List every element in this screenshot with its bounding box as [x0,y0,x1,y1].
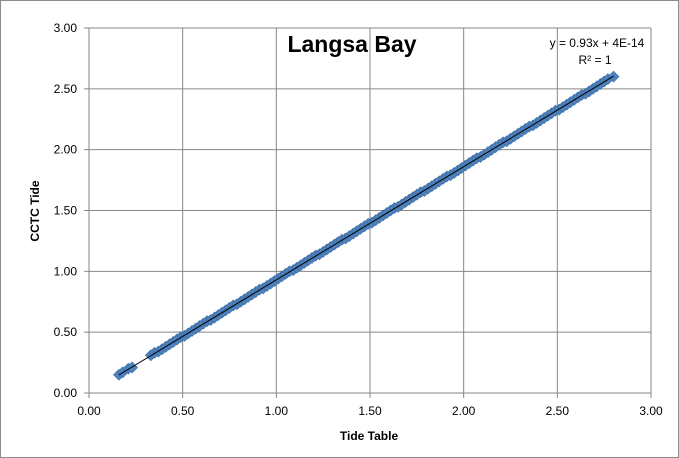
y-tick-label: 1.00 [54,264,78,278]
y-tick-label: 0.50 [54,325,78,339]
x-tick-label: 0.50 [171,404,195,418]
x-tick-label: 0.00 [77,404,101,418]
x-tick-label: 2.50 [546,404,570,418]
trendline-equation: y = 0.93x + 4E-14 [550,36,645,50]
trendline-r2: R² = 1 [578,53,611,67]
trendline [118,75,614,376]
y-tick-label: 3.00 [54,21,78,35]
y-tick-label: 0.00 [54,386,78,400]
y-axis-title: CCTC Tide [28,180,42,241]
tick-labels: 0.00 0.50 1.00 1.50 2.00 2.50 3.00 0.00 0.50 1.00… [54,21,663,418]
y-tick-label: 2.00 [54,143,78,157]
x-tick-label: 1.50 [358,404,382,418]
x-axis-title: Tide Table [340,429,399,443]
axes [84,27,652,398]
x-tick-label: 3.00 [639,404,663,418]
trendline-layer [118,75,614,376]
x-tick-label: 1.00 [265,404,289,418]
y-tick-label: 2.50 [54,82,78,96]
y-tick-label: 1.50 [54,204,78,218]
chart-title: Langsa Bay [287,31,416,57]
x-tick-label: 2.00 [452,404,476,418]
